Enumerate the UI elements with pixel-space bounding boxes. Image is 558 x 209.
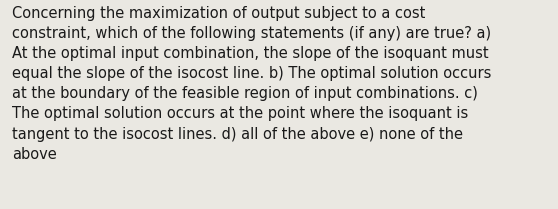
- Text: Concerning the maximization of output subject to a cost
constraint, which of the: Concerning the maximization of output su…: [12, 6, 492, 162]
